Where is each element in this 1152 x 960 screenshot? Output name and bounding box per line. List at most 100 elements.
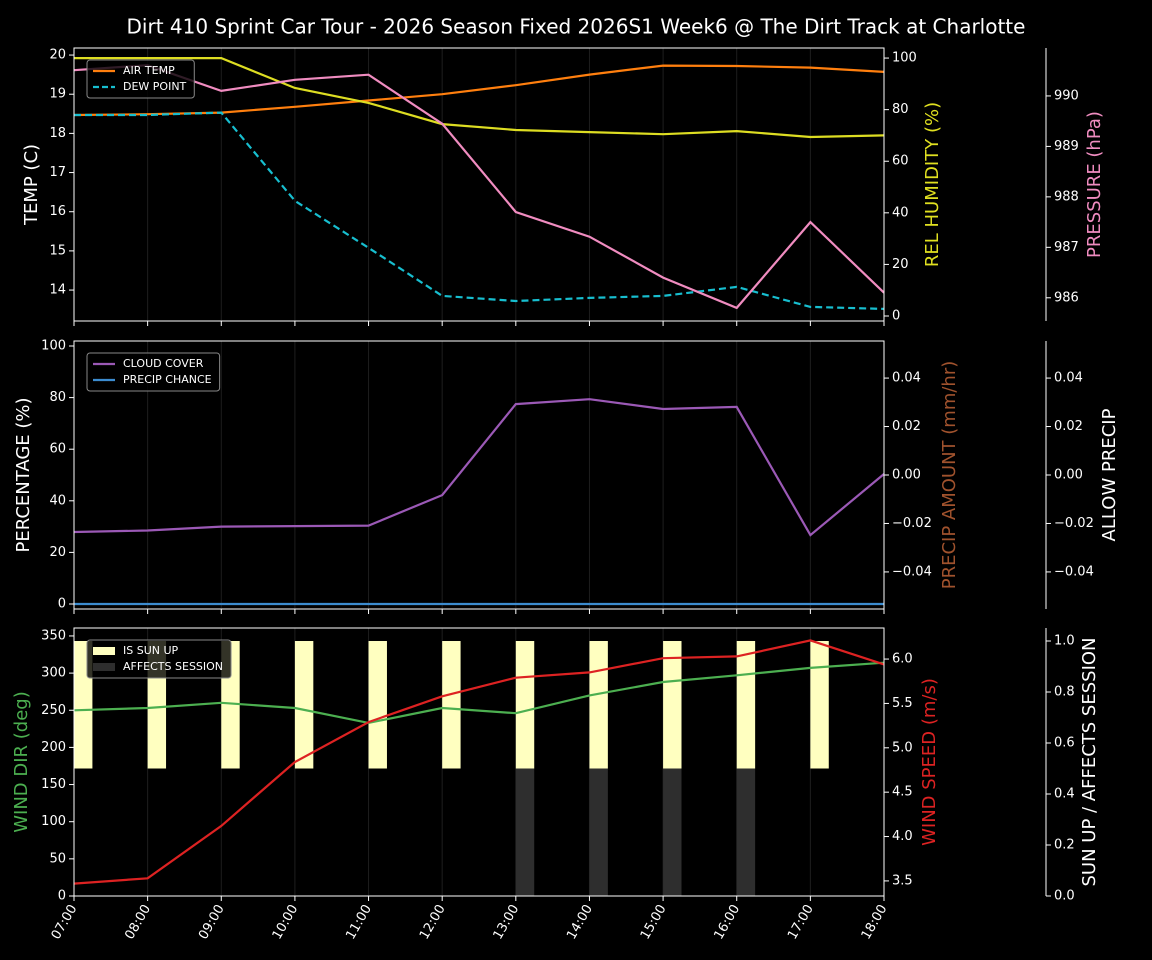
legend-label: CLOUD COVER bbox=[123, 357, 204, 370]
y-tick-label: 200 bbox=[41, 740, 66, 755]
data-line bbox=[73, 64, 885, 310]
y2-tick-label: 100 bbox=[892, 51, 917, 66]
bar bbox=[736, 641, 756, 769]
y3-tick-label: 0.2 bbox=[1054, 838, 1075, 853]
y3-tick-label: 989 bbox=[1054, 139, 1079, 154]
y-tick-label: 150 bbox=[41, 777, 66, 792]
legend-box bbox=[86, 352, 221, 392]
bar bbox=[368, 641, 387, 769]
legend-swatch bbox=[93, 663, 115, 671]
data-line bbox=[74, 57, 885, 139]
y3-tick-label: 0.4 bbox=[1054, 787, 1075, 802]
y2-tick-label: −0.04 bbox=[892, 564, 932, 579]
y2-tick-label: 40 bbox=[892, 205, 909, 220]
data-line bbox=[73, 661, 885, 725]
plot-frame bbox=[73, 340, 885, 610]
y-tick-label: 100 bbox=[41, 339, 66, 354]
y-tick-label: 18 bbox=[49, 126, 66, 141]
bar bbox=[589, 768, 608, 896]
y-tick-label: 60 bbox=[49, 442, 66, 457]
y-tick-label: 19 bbox=[49, 87, 66, 102]
y-tick-label: 15 bbox=[49, 243, 66, 258]
y-tick-label: 0 bbox=[58, 889, 66, 904]
data-line bbox=[73, 639, 885, 885]
y3-tick-label: 987 bbox=[1054, 240, 1079, 255]
bar bbox=[810, 641, 829, 769]
y2-tick-label: 4.0 bbox=[892, 829, 913, 844]
y2-tick-label: 5.5 bbox=[892, 696, 913, 711]
y3-axis-label: PRESSURE (hPa) bbox=[1084, 111, 1105, 258]
y2-axis-label: PRECIP AMOUNT (mm/hr) bbox=[939, 361, 960, 590]
y2-axis-label: REL HUMIDITY (%) bbox=[922, 102, 943, 267]
y3-tick-label: −0.04 bbox=[1054, 564, 1094, 579]
chart-title: Dirt 410 Sprint Car Tour - 2026 Season F… bbox=[127, 15, 1026, 39]
legend-label: PRECIP CHANCE bbox=[123, 373, 212, 386]
y3-tick-label: 0.02 bbox=[1054, 419, 1083, 434]
y3-tick-label: 1.0 bbox=[1054, 634, 1075, 649]
y2-axis-label: WIND SPEED (m/s) bbox=[919, 678, 940, 846]
bar bbox=[294, 641, 314, 769]
y-tick-label: 40 bbox=[49, 493, 66, 508]
y2-tick-label: 4.5 bbox=[892, 785, 913, 800]
y-tick-label: 17 bbox=[49, 165, 66, 180]
legend: AIR TEMP DEW POINT bbox=[86, 59, 195, 99]
data-line bbox=[74, 111, 885, 310]
data-line bbox=[73, 398, 885, 537]
y-axis-label: TEMP (C) bbox=[21, 144, 42, 226]
y-axis-label: WIND DIR (deg) bbox=[11, 691, 32, 833]
y-tick-label: 100 bbox=[41, 814, 66, 829]
y2-tick-label: 20 bbox=[892, 257, 909, 272]
y-tick-label: 350 bbox=[41, 628, 66, 643]
bar bbox=[442, 641, 461, 769]
y3-tick-label: 986 bbox=[1054, 290, 1079, 305]
legend-box bbox=[86, 639, 232, 679]
y2-tick-label: 0 bbox=[892, 308, 900, 323]
legend-box bbox=[86, 59, 195, 99]
bar bbox=[515, 768, 535, 896]
y3-axis-label: ALLOW PRECIP bbox=[1099, 408, 1120, 541]
bar bbox=[663, 768, 682, 896]
legend-label: IS SUN UP bbox=[123, 644, 179, 657]
y-tick-label: 20 bbox=[49, 48, 66, 63]
y-tick-label: 250 bbox=[41, 703, 66, 718]
legend: IS SUN UP AFFECTS SESSION bbox=[86, 639, 232, 679]
y-tick-label: 14 bbox=[49, 283, 66, 298]
y-tick-label: 0 bbox=[58, 596, 66, 611]
legend-label: AIR TEMP bbox=[123, 64, 175, 77]
y-axis-label: PERCENTAGE (%) bbox=[13, 397, 34, 552]
y-tick-label: 50 bbox=[49, 851, 66, 866]
legend-swatch bbox=[93, 647, 115, 655]
y-tick-label: 20 bbox=[49, 545, 66, 560]
y3-tick-label: 0.0 bbox=[1054, 889, 1075, 904]
y2-tick-label: 3.5 bbox=[892, 873, 913, 888]
bar bbox=[736, 768, 756, 896]
legend: CLOUD COVER PRECIP CHANCE bbox=[86, 352, 221, 392]
plot-frame bbox=[73, 47, 885, 322]
plot-frame bbox=[73, 627, 885, 897]
y2-tick-label: 5.0 bbox=[892, 740, 913, 755]
bar bbox=[589, 641, 608, 769]
y3-tick-label: 990 bbox=[1054, 88, 1079, 103]
y3-tick-label: 0.04 bbox=[1054, 371, 1083, 386]
legend-label: AFFECTS SESSION bbox=[123, 660, 223, 673]
y-tick-label: 16 bbox=[49, 204, 66, 219]
y2-tick-label: 80 bbox=[892, 102, 909, 117]
y3-tick-label: 0.00 bbox=[1054, 468, 1083, 483]
y-tick-label: 80 bbox=[49, 390, 66, 405]
y2-tick-label: 0.04 bbox=[892, 371, 921, 386]
y2-tick-label: 0.00 bbox=[892, 468, 921, 483]
legend-label: DEW POINT bbox=[123, 80, 187, 93]
y2-tick-label: 0.02 bbox=[892, 419, 921, 434]
y2-tick-label: −0.02 bbox=[892, 516, 932, 531]
y3-tick-label: 0.8 bbox=[1054, 685, 1075, 700]
y-tick-label: 300 bbox=[41, 666, 66, 681]
y3-tick-label: 0.6 bbox=[1054, 736, 1075, 751]
y3-axis-label: SUN UP / AFFECTS SESSION bbox=[1079, 637, 1100, 886]
bar bbox=[663, 641, 682, 769]
y3-tick-label: −0.02 bbox=[1054, 516, 1094, 531]
y2-tick-label: 60 bbox=[892, 154, 909, 169]
bar bbox=[515, 641, 535, 769]
